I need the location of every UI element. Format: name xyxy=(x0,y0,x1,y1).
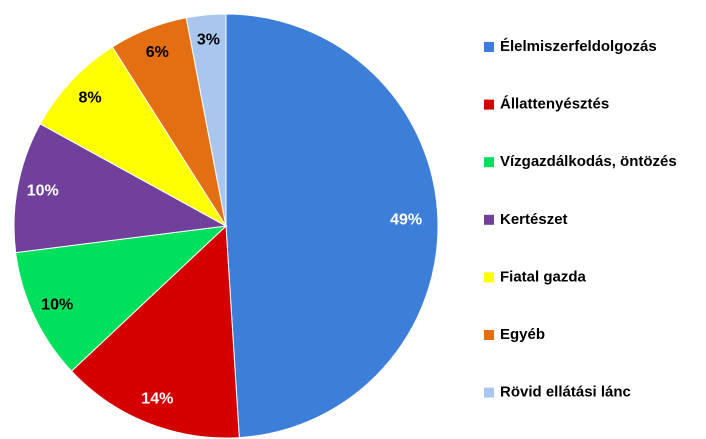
pie-slice xyxy=(185,13,227,227)
legend-swatch xyxy=(484,330,494,340)
legend-swatch xyxy=(484,157,494,168)
data-label: 10% xyxy=(41,297,73,314)
legend-label: Állattenyésztés xyxy=(500,96,609,113)
data-label: 6% xyxy=(146,44,169,61)
pie-slice xyxy=(39,46,227,227)
legend-swatch xyxy=(484,42,494,52)
legend-label: Egyéb xyxy=(500,326,545,343)
data-label: 14% xyxy=(141,391,173,408)
legend-label: Vízgazdálkodás, öntözés xyxy=(500,153,677,170)
data-label: 3% xyxy=(197,31,220,48)
legend-swatch xyxy=(484,387,494,398)
pie-slice xyxy=(70,224,240,439)
legend-label: Rövid ellátási lánc xyxy=(500,384,631,401)
data-label: 8% xyxy=(78,90,101,107)
legend-swatch xyxy=(484,99,494,110)
legend-label: Fiatal gazda xyxy=(500,268,587,285)
legend-swatch xyxy=(484,214,494,225)
legend-label: Kertészet xyxy=(500,211,568,228)
pie-slice xyxy=(225,13,439,439)
pie-slice xyxy=(15,225,228,372)
legend-label: Élelmiszerfeldolgozás xyxy=(500,38,657,55)
data-label: 49% xyxy=(390,212,422,229)
pie-slice xyxy=(13,123,228,254)
legend-swatch xyxy=(484,272,494,283)
data-label: 10% xyxy=(27,182,59,199)
